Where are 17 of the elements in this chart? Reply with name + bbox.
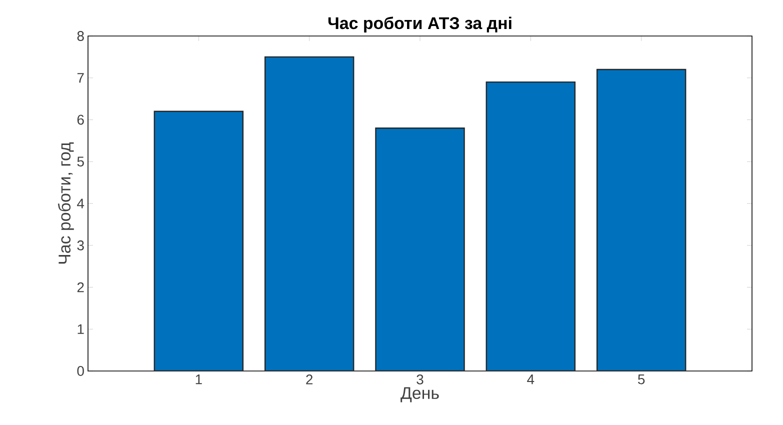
x-axis-title: День bbox=[400, 387, 439, 402]
y-tick-label: 3 bbox=[77, 240, 84, 250]
y-tick-label: 5 bbox=[77, 156, 84, 166]
y-axis-title: Час роботи, год bbox=[58, 142, 74, 264]
x-tick-label: 2 bbox=[306, 374, 313, 384]
y-tick-label: 0 bbox=[77, 366, 84, 376]
y-tick-label: 6 bbox=[77, 114, 84, 125]
y-tick-label: 7 bbox=[77, 73, 84, 83]
x-tick-label: 1 bbox=[196, 374, 202, 384]
y-tick-label: 8 bbox=[77, 31, 84, 41]
y-tick-label: 4 bbox=[77, 198, 84, 208]
x-tick-label: 4 bbox=[527, 374, 534, 384]
y-tick-label: 1 bbox=[78, 324, 84, 334]
x-tick-label: 3 bbox=[416, 374, 424, 384]
x-tick-label: 5 bbox=[638, 374, 645, 384]
chart-title: Час роботи АТЗ за дні bbox=[328, 16, 512, 32]
y-tick-label: 2 bbox=[77, 282, 84, 292]
